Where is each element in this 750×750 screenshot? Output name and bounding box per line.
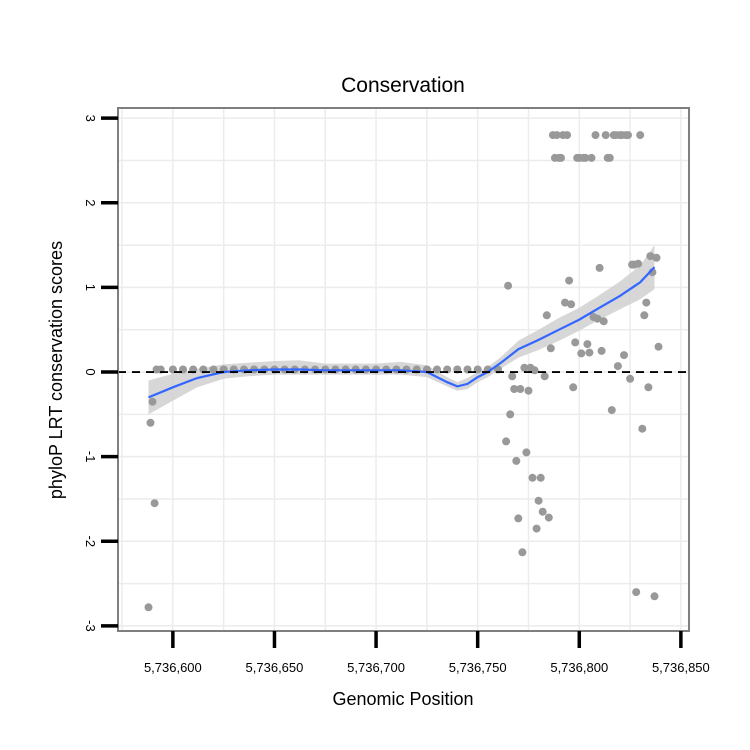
data-point	[524, 386, 533, 395]
data-point	[577, 349, 586, 358]
data-point	[601, 131, 610, 140]
data-point	[642, 298, 651, 307]
data-point	[626, 374, 635, 383]
data-point	[518, 548, 527, 557]
data-point	[632, 588, 641, 597]
data-point	[532, 524, 541, 533]
x-tick-label: 5,736,850	[652, 660, 710, 675]
data-point	[510, 385, 519, 393]
scatter-points	[144, 131, 663, 612]
data-point	[583, 340, 592, 349]
chart-title: Conservation	[341, 74, 465, 97]
data-point	[433, 365, 441, 374]
data-point	[144, 603, 153, 612]
data-point	[591, 131, 600, 140]
x-axis-title: Genomic Position	[332, 689, 473, 709]
y-axis: -3 -2 -1 0 1 2 3	[83, 115, 118, 632]
x-tick-label: 5,736,600	[144, 660, 202, 675]
x-tick-label: 5,736,650	[246, 660, 304, 675]
y-tick-label: 3	[83, 115, 98, 122]
data-point	[544, 513, 553, 522]
data-point	[613, 362, 622, 371]
data-point	[522, 448, 531, 457]
plot-frame	[117, 107, 690, 632]
data-point	[209, 365, 218, 374]
data-point	[597, 346, 606, 355]
x-tick-label: 5,736,700	[347, 660, 405, 675]
data-point	[538, 507, 547, 516]
data-point	[534, 496, 543, 505]
data-point	[563, 131, 572, 140]
data-point	[569, 383, 578, 392]
data-point	[620, 351, 628, 360]
data-point	[638, 424, 647, 433]
y-tick-label: -2	[83, 536, 98, 548]
data-point	[646, 252, 655, 261]
data-point	[512, 456, 521, 465]
data-point	[640, 311, 649, 320]
data-point	[536, 473, 545, 482]
grid-lines	[118, 108, 689, 631]
data-point	[585, 348, 594, 357]
data-point	[650, 592, 659, 601]
data-point	[146, 418, 155, 427]
smooth-line	[148, 266, 656, 399]
data-point	[150, 499, 159, 508]
data-point	[552, 131, 561, 140]
data-point	[502, 437, 511, 446]
data-point	[593, 314, 602, 323]
x-axis: 5,736,600 5,736,650 5,736,700 5,736,750 5,73…	[144, 631, 710, 675]
data-point	[571, 338, 580, 347]
y-tick-label: 2	[83, 199, 98, 206]
data-point	[624, 131, 632, 140]
data-point	[599, 317, 608, 326]
data-point	[506, 410, 515, 419]
data-point	[542, 311, 551, 320]
data-point	[508, 372, 517, 381]
data-point	[605, 153, 614, 162]
data-point	[565, 276, 574, 285]
y-axis-title: phyloP LRT conservation scores	[46, 241, 66, 499]
data-point	[557, 153, 565, 162]
data-point	[567, 300, 576, 309]
data-point	[607, 406, 616, 415]
data-point	[514, 514, 523, 523]
data-point	[644, 383, 653, 392]
data-point	[516, 385, 525, 393]
data-point	[581, 153, 590, 162]
y-tick-label: -1	[83, 451, 98, 463]
data-point	[148, 397, 157, 406]
data-point	[540, 372, 549, 381]
data-point	[504, 281, 513, 290]
y-tick-label: 0	[83, 368, 98, 375]
data-point	[520, 363, 529, 372]
data-point	[528, 473, 537, 482]
x-tick-label: 5,736,750	[449, 660, 507, 675]
data-point	[654, 342, 663, 351]
data-point	[636, 131, 645, 140]
y-tick-label: 1	[83, 284, 98, 291]
data-point	[530, 366, 539, 375]
data-point	[652, 253, 661, 262]
x-tick-label: 5,736,800	[550, 660, 608, 675]
data-point	[561, 298, 569, 307]
data-point	[546, 344, 555, 353]
loess-line	[148, 266, 656, 399]
data-point	[587, 153, 596, 162]
data-point	[595, 263, 604, 272]
data-point	[634, 259, 643, 268]
y-tick-label: -3	[83, 620, 98, 632]
